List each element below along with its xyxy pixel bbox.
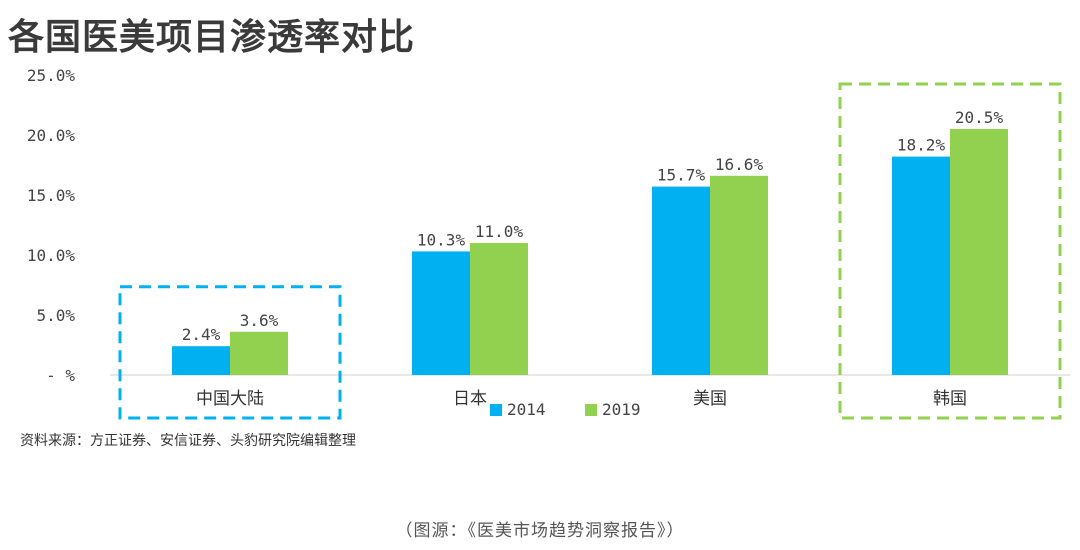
category-label: 美国 (693, 389, 727, 409)
bar-2019 (230, 331, 288, 375)
category-label: 日本 (453, 389, 487, 409)
y-tick-label: 5.0% (36, 306, 75, 325)
legend-label: 2019 (602, 400, 641, 419)
data-label: 10.3% (417, 230, 466, 249)
y-tick-label: 15.0% (27, 186, 76, 205)
bar-2019 (470, 243, 528, 375)
y-tick-label: 25.0% (27, 66, 76, 85)
highlight-box (118, 285, 342, 420)
bar-2014 (172, 346, 230, 375)
bar-2014 (892, 156, 950, 375)
y-tick-label: 20.0% (27, 126, 76, 145)
bar-2019 (950, 129, 1008, 375)
data-label: 16.6% (715, 155, 764, 174)
chart-title: 各国医美项目渗透率对比 (8, 17, 416, 58)
data-label: 18.2% (897, 136, 946, 155)
bar-chart: 25.0% 20.0% 15.0% 10.0% 5.0% - % 2.4% 3.6% 中国大陆 1… (27, 66, 1070, 420)
y-tick-label: 10.0% (27, 246, 76, 265)
data-label: 3.6% (240, 311, 279, 330)
legend-label: 2014 (507, 400, 546, 419)
source-note: 资料来源：方正证券、安信证券、头豹研究院编辑整理 (20, 433, 356, 449)
data-label: 11.0% (475, 222, 524, 241)
category-label: 中国大陆 (196, 389, 264, 409)
y-tick-label: - % (46, 366, 75, 385)
bar-2014 (652, 186, 710, 375)
category-label: 韩国 (933, 389, 967, 409)
data-label: 20.5% (955, 108, 1004, 127)
bar-2014 (412, 251, 470, 375)
data-label: 2.4% (182, 325, 221, 344)
image-caption: （图源：《医美市场趋势洞察报告》） (395, 521, 685, 541)
highlight-box (838, 82, 1062, 420)
legend-swatch (585, 404, 597, 416)
bar-2019 (710, 175, 768, 375)
legend-swatch (490, 404, 502, 416)
data-label: 15.7% (657, 166, 706, 185)
